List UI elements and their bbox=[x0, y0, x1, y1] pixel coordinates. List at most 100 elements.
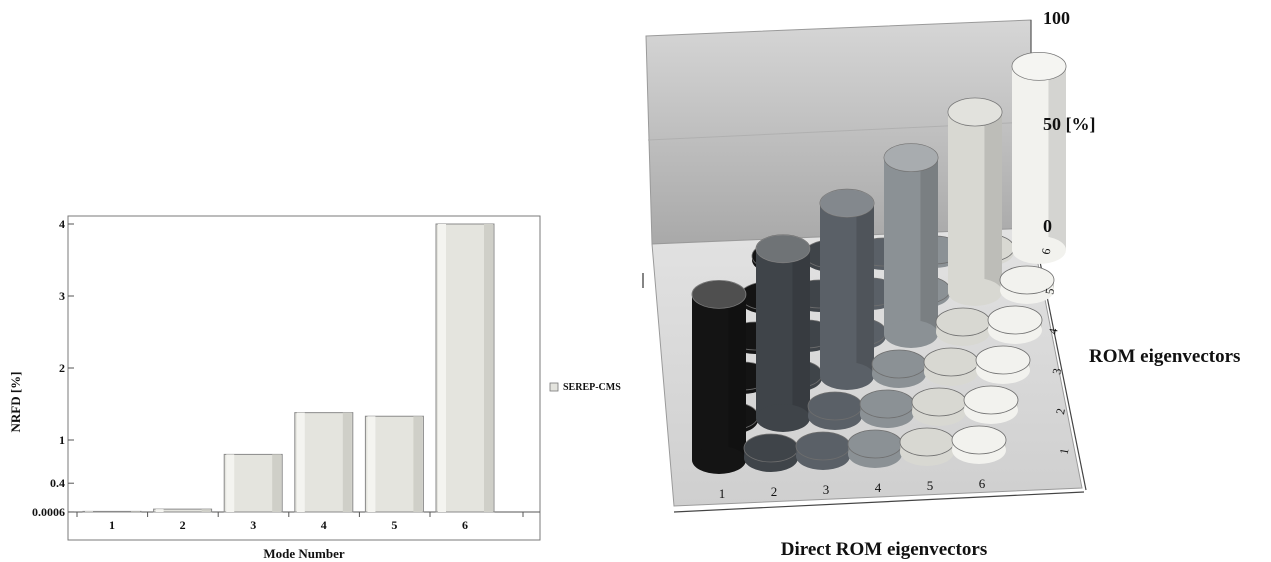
x-axis-line bbox=[673, 491, 1085, 513]
cylinder-2-1 bbox=[743, 433, 799, 472]
legend-swatch bbox=[549, 382, 559, 392]
x-tick-label-2: 2 bbox=[180, 518, 186, 532]
x3d-tick-label-3: 3 bbox=[823, 482, 830, 497]
cylinder-top-highlight bbox=[756, 234, 810, 263]
disc-top bbox=[999, 265, 1055, 295]
disc-top bbox=[899, 427, 955, 457]
bar-shade-3 bbox=[272, 454, 282, 512]
y-axis-title: NRFD [%] bbox=[8, 371, 23, 432]
cylinder-shade bbox=[984, 112, 1002, 292]
cylinder-1-1 bbox=[691, 279, 747, 474]
legend-label: SEREP-CMS bbox=[563, 382, 621, 393]
cylinder-top-highlight bbox=[820, 189, 874, 218]
bar-highlight-1 bbox=[85, 511, 93, 512]
x3d-tick-label-4: 4 bbox=[875, 480, 882, 495]
y-tick-label-1: 1 bbox=[59, 433, 65, 447]
cylinder-body bbox=[820, 203, 874, 376]
bar-6 bbox=[435, 223, 495, 513]
cylinder-3-3 bbox=[819, 188, 875, 390]
cylinder-6-3 bbox=[975, 345, 1031, 384]
y3d-tick-label-6: 6 bbox=[1039, 247, 1054, 255]
bar-5 bbox=[364, 415, 424, 513]
cylinder-6-4 bbox=[987, 305, 1043, 344]
x-tick-label-4: 4 bbox=[321, 518, 327, 532]
cylinder-bottom bbox=[948, 278, 1002, 306]
cylinder-4-1 bbox=[847, 429, 903, 468]
bar-body-2 bbox=[153, 508, 213, 513]
disc-top bbox=[871, 349, 927, 379]
y3d-tick-label-1: 1 bbox=[1057, 447, 1072, 455]
bar-shade-2 bbox=[201, 509, 211, 512]
cylinder-4-2 bbox=[859, 389, 915, 428]
cylinder-top bbox=[947, 97, 1003, 127]
x3d-tick-label-6: 6 bbox=[979, 476, 986, 491]
cylinder-6-6 bbox=[1011, 52, 1067, 264]
cylinder-5-1 bbox=[899, 427, 955, 466]
bar-3 bbox=[223, 453, 283, 513]
cylinder-bottom bbox=[884, 320, 938, 348]
bar-2 bbox=[153, 508, 213, 513]
y3d-tick-label-5: 5 bbox=[1042, 287, 1057, 295]
cylinder-6-2 bbox=[963, 385, 1019, 424]
cylinder-shade bbox=[920, 157, 938, 334]
cylinder-shade bbox=[792, 248, 810, 418]
disc-top bbox=[807, 391, 863, 421]
disc-top bbox=[847, 429, 903, 459]
disc-top bbox=[743, 433, 799, 463]
disc-top bbox=[911, 387, 967, 417]
y3d-tick-label-2: 2 bbox=[1053, 407, 1068, 415]
y-tick-label-0.0006: 0.0006 bbox=[32, 505, 65, 519]
cylinder-top-highlight bbox=[692, 280, 746, 309]
bar-highlight-4 bbox=[296, 412, 305, 512]
bar-shade-4 bbox=[342, 412, 352, 512]
cylinder-shade bbox=[856, 203, 874, 376]
disc-top bbox=[923, 347, 979, 377]
y-tick-label-4: 4 bbox=[59, 217, 65, 231]
cylinder-body bbox=[884, 157, 938, 334]
cylinder-4-3 bbox=[871, 349, 927, 388]
cylinder-shade bbox=[1048, 66, 1066, 251]
bar-1 bbox=[82, 510, 142, 513]
x3d-tick-label-1: 1 bbox=[719, 486, 726, 501]
z-tick-50: 50 [%] bbox=[1043, 114, 1096, 134]
cylinder-top bbox=[755, 234, 811, 264]
cylinder-top-highlight bbox=[948, 98, 1002, 126]
cylinder-3-1 bbox=[795, 431, 851, 470]
bar-4 bbox=[294, 412, 354, 513]
cylinder-3-2 bbox=[807, 391, 863, 430]
bar-shade-1 bbox=[131, 511, 140, 512]
y3d-tick-label-3: 3 bbox=[1049, 367, 1064, 375]
x-axis-title-3d: Direct ROM eigenvectors bbox=[781, 539, 987, 560]
cylinder-top-highlight bbox=[884, 143, 938, 172]
x3d-tick-label-2: 2 bbox=[771, 484, 778, 499]
cylinder-top bbox=[819, 188, 875, 218]
disc-top bbox=[795, 431, 851, 461]
cylinder-5-3 bbox=[923, 347, 979, 386]
bar-highlight-5 bbox=[367, 416, 376, 512]
disc-top bbox=[987, 305, 1043, 335]
cylinder-body bbox=[948, 112, 1002, 292]
cylinder-shade bbox=[728, 294, 746, 460]
x-tick-label-5: 5 bbox=[391, 518, 397, 532]
y-tick-label-0.4: 0.4 bbox=[50, 476, 65, 490]
cylinder-5-5 bbox=[947, 97, 1003, 306]
cylinder-6-1 bbox=[951, 425, 1007, 464]
bar-shade-6 bbox=[484, 224, 493, 512]
x-tick-label-3: 3 bbox=[250, 518, 256, 532]
cylinder-top-highlight bbox=[1012, 52, 1066, 81]
bar-highlight-3 bbox=[226, 454, 235, 512]
cylinder-bottom bbox=[756, 404, 810, 432]
cylinder-bottom bbox=[692, 446, 746, 474]
x-tick-label-1: 1 bbox=[109, 518, 115, 532]
z-tick-100: 100 bbox=[1043, 8, 1070, 28]
y3d-tick-label-4: 4 bbox=[1046, 327, 1061, 335]
cylinder-6-5 bbox=[999, 265, 1055, 304]
cylinder-top bbox=[883, 143, 939, 173]
cylinder-5-4 bbox=[935, 307, 991, 346]
disc-top bbox=[975, 345, 1031, 375]
cylinder-top bbox=[1011, 52, 1067, 81]
cylinder-2-2 bbox=[755, 234, 811, 432]
bar-shade-5 bbox=[413, 416, 423, 512]
